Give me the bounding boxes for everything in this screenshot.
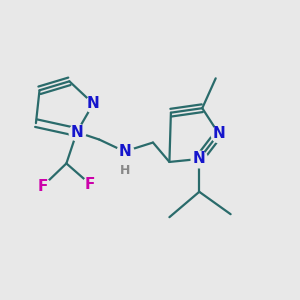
Text: N: N xyxy=(212,126,225,141)
Text: N: N xyxy=(87,96,100,111)
Text: N: N xyxy=(193,152,206,166)
Text: N: N xyxy=(70,124,83,140)
Text: F: F xyxy=(37,179,48,194)
Text: F: F xyxy=(85,177,95,192)
Text: H: H xyxy=(119,164,130,177)
Text: N: N xyxy=(118,144,131,159)
